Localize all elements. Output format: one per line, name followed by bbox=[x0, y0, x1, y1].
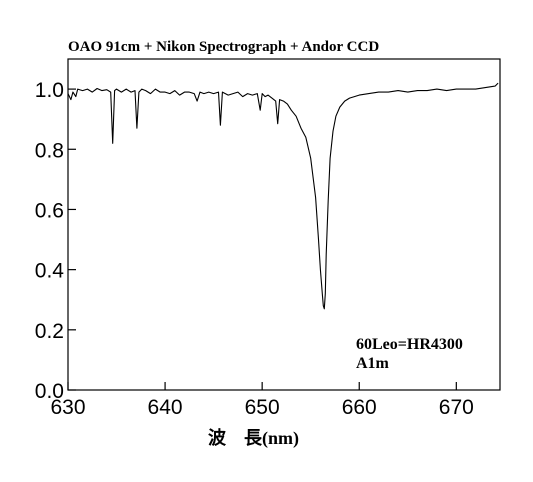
x-axis-label: 波 長(nm) bbox=[208, 427, 299, 449]
axis-tick-labels: 630 640 650 660 670 0.0 0.2 0.4 0.6 0.8 1.0 bbox=[35, 79, 474, 419]
x-tick-label: 670 bbox=[439, 396, 474, 419]
x-tick-label: 650 bbox=[245, 396, 280, 419]
star-name-annotation: 60Leo=HR4300 bbox=[356, 336, 463, 353]
chart-title: OAO 91cm + Nikon Spectrograph + Andor CC… bbox=[68, 39, 379, 55]
x-tick-label: 640 bbox=[148, 396, 183, 419]
y-tick-label: 0.6 bbox=[35, 199, 64, 222]
y-tick-label: 0.0 bbox=[35, 380, 64, 403]
y-tick-label: 0.2 bbox=[35, 320, 64, 343]
axis-ticks bbox=[67, 88, 457, 391]
x-tick-label: 630 bbox=[50, 396, 85, 419]
y-tick-label: 1.0 bbox=[35, 79, 64, 102]
y-tick-label: 0.8 bbox=[35, 139, 64, 162]
spectrum-line bbox=[67, 82, 499, 310]
plot-frame bbox=[67, 58, 501, 391]
y-tick-label: 0.4 bbox=[35, 260, 65, 283]
spectral-type-annotation: A1m bbox=[356, 355, 390, 372]
x-tick-label: 660 bbox=[342, 396, 377, 419]
